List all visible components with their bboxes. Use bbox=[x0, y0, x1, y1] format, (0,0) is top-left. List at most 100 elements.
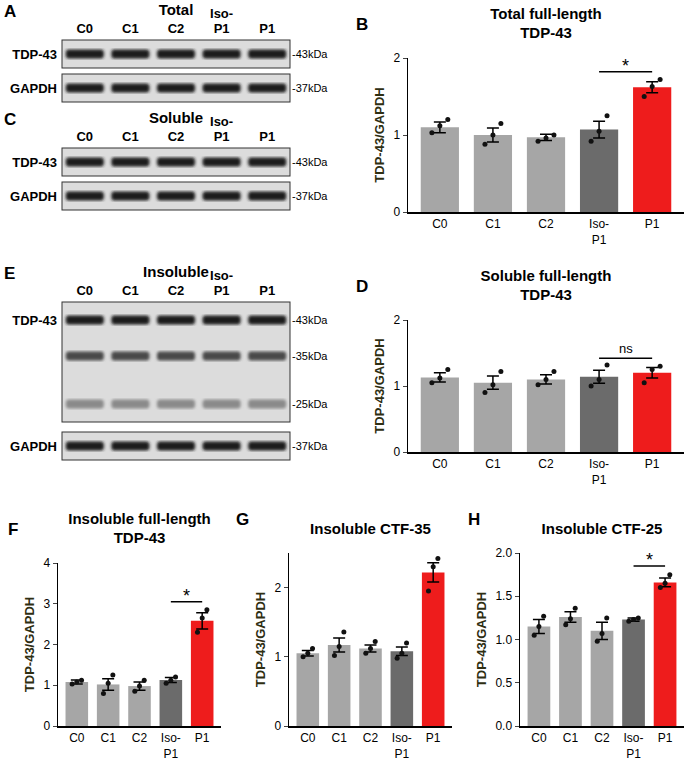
svg-text:Total full-lengthTDP-43: Total full-lengthTDP-43 bbox=[490, 5, 601, 42]
svg-text:Iso-P1: Iso-P1 bbox=[589, 217, 609, 247]
svg-text:GAPDH: GAPDH bbox=[10, 189, 57, 204]
svg-text:C2: C2 bbox=[538, 217, 554, 231]
svg-text:C1: C1 bbox=[485, 457, 501, 471]
svg-text:Iso-P1: Iso-P1 bbox=[589, 457, 609, 487]
svg-text:P1: P1 bbox=[259, 283, 275, 298]
svg-text:C: C bbox=[4, 110, 16, 129]
svg-text:-37kDa: -37kDa bbox=[292, 440, 328, 452]
svg-text:-43kDa: -43kDa bbox=[292, 48, 328, 60]
svg-text:Iso-: Iso- bbox=[210, 114, 233, 129]
svg-text:0: 0 bbox=[393, 445, 400, 459]
svg-text:-37kDa: -37kDa bbox=[292, 190, 328, 202]
svg-text:P1: P1 bbox=[214, 21, 230, 36]
svg-text:P1: P1 bbox=[259, 129, 275, 144]
svg-text:1: 1 bbox=[43, 678, 50, 692]
svg-text:C0: C0 bbox=[432, 457, 448, 471]
svg-text:-43kDa: -43kDa bbox=[292, 314, 328, 326]
svg-text:C0: C0 bbox=[76, 21, 93, 36]
svg-text:3: 3 bbox=[43, 597, 50, 611]
svg-text:C2: C2 bbox=[363, 731, 379, 745]
svg-text:Iso-P1: Iso-P1 bbox=[161, 731, 181, 761]
svg-text:-43kDa: -43kDa bbox=[292, 156, 328, 168]
svg-text:Soluble: Soluble bbox=[149, 109, 203, 126]
svg-text:TDP-43/GAPDH: TDP-43/GAPDH bbox=[253, 592, 268, 687]
svg-text:0.5: 0.5 bbox=[495, 676, 512, 690]
svg-text:-35kDa: -35kDa bbox=[292, 350, 328, 362]
svg-text:Total: Total bbox=[159, 1, 194, 18]
svg-text:P1: P1 bbox=[658, 731, 673, 745]
svg-text:P1: P1 bbox=[259, 21, 275, 36]
svg-text:1.0: 1.0 bbox=[495, 633, 512, 647]
svg-text:C1: C1 bbox=[485, 217, 501, 231]
svg-text:C1: C1 bbox=[563, 731, 579, 745]
svg-text:TDP-43/GAPDH: TDP-43/GAPDH bbox=[22, 597, 37, 692]
svg-text:C2: C2 bbox=[594, 731, 610, 745]
svg-text:C2: C2 bbox=[132, 731, 148, 745]
svg-text:TDP-43: TDP-43 bbox=[12, 155, 57, 170]
svg-text:0: 0 bbox=[274, 719, 281, 733]
svg-text:2.0: 2.0 bbox=[495, 546, 512, 560]
svg-text:C0: C0 bbox=[69, 731, 85, 745]
svg-text:Iso-P1: Iso-P1 bbox=[392, 731, 412, 761]
svg-text:P1: P1 bbox=[195, 731, 210, 745]
svg-text:TDP-43/GAPDH: TDP-43/GAPDH bbox=[372, 338, 387, 433]
svg-text:-37kDa: -37kDa bbox=[292, 82, 328, 94]
svg-text:1: 1 bbox=[393, 379, 400, 393]
svg-text:C1: C1 bbox=[122, 21, 139, 36]
svg-text:D: D bbox=[356, 277, 368, 296]
svg-text:C0: C0 bbox=[76, 283, 93, 298]
svg-text:C0: C0 bbox=[432, 217, 448, 231]
svg-text:0.0: 0.0 bbox=[495, 719, 512, 733]
svg-text:0: 0 bbox=[393, 205, 400, 219]
svg-text:Insoluble CTF-35: Insoluble CTF-35 bbox=[310, 520, 431, 537]
svg-text:4: 4 bbox=[43, 556, 50, 570]
svg-text:-25kDa: -25kDa bbox=[292, 398, 328, 410]
svg-text:C1: C1 bbox=[122, 129, 139, 144]
svg-text:C2: C2 bbox=[538, 457, 554, 471]
svg-text:2: 2 bbox=[393, 51, 400, 65]
svg-text:TDP-43: TDP-43 bbox=[12, 47, 57, 62]
svg-text:P1: P1 bbox=[645, 457, 660, 471]
svg-text:C1: C1 bbox=[100, 731, 116, 745]
svg-text:H: H bbox=[468, 510, 480, 529]
svg-text:G: G bbox=[236, 510, 249, 529]
svg-text:GAPDH: GAPDH bbox=[10, 81, 57, 96]
svg-text:*: * bbox=[183, 586, 190, 606]
svg-text:Insoluble CTF-25: Insoluble CTF-25 bbox=[542, 520, 663, 537]
svg-text:*: * bbox=[646, 550, 653, 570]
svg-text:C2: C2 bbox=[168, 283, 185, 298]
svg-text:F: F bbox=[8, 520, 18, 539]
svg-text:1.5: 1.5 bbox=[495, 589, 512, 603]
svg-text:1: 1 bbox=[274, 650, 281, 664]
svg-text:P1: P1 bbox=[426, 731, 441, 745]
svg-text:C2: C2 bbox=[168, 129, 185, 144]
svg-text:Soluble full-lengthTDP-43: Soluble full-lengthTDP-43 bbox=[481, 267, 612, 304]
svg-text:C2: C2 bbox=[168, 21, 185, 36]
svg-text:Insoluble full-lengthTDP-43: Insoluble full-lengthTDP-43 bbox=[68, 510, 211, 547]
svg-text:E: E bbox=[4, 264, 15, 283]
svg-text:TDP-43: TDP-43 bbox=[12, 313, 57, 328]
svg-text:P1: P1 bbox=[645, 217, 660, 231]
svg-text:P1: P1 bbox=[214, 129, 230, 144]
svg-text:Iso-P1: Iso-P1 bbox=[624, 731, 644, 761]
svg-text:GAPDH: GAPDH bbox=[10, 439, 57, 454]
svg-text:B: B bbox=[356, 15, 368, 34]
svg-text:C0: C0 bbox=[76, 129, 93, 144]
svg-text:C0: C0 bbox=[300, 731, 316, 745]
svg-text:2: 2 bbox=[274, 581, 281, 595]
svg-text:Iso-: Iso- bbox=[210, 6, 233, 21]
svg-text:1: 1 bbox=[393, 128, 400, 142]
svg-text:A: A bbox=[4, 2, 16, 21]
svg-text:ns: ns bbox=[619, 341, 633, 356]
svg-text:Iso-: Iso- bbox=[210, 268, 233, 283]
svg-text:2: 2 bbox=[393, 313, 400, 327]
svg-text:P1: P1 bbox=[214, 283, 230, 298]
svg-text:*: * bbox=[622, 56, 629, 76]
svg-text:TDP-43/GAPDH: TDP-43/GAPDH bbox=[372, 87, 387, 182]
svg-text:0: 0 bbox=[43, 719, 50, 733]
svg-text:C1: C1 bbox=[122, 283, 139, 298]
svg-text:Insoluble: Insoluble bbox=[143, 263, 209, 280]
svg-text:2: 2 bbox=[43, 638, 50, 652]
svg-text:C1: C1 bbox=[331, 731, 347, 745]
svg-text:C0: C0 bbox=[531, 731, 547, 745]
